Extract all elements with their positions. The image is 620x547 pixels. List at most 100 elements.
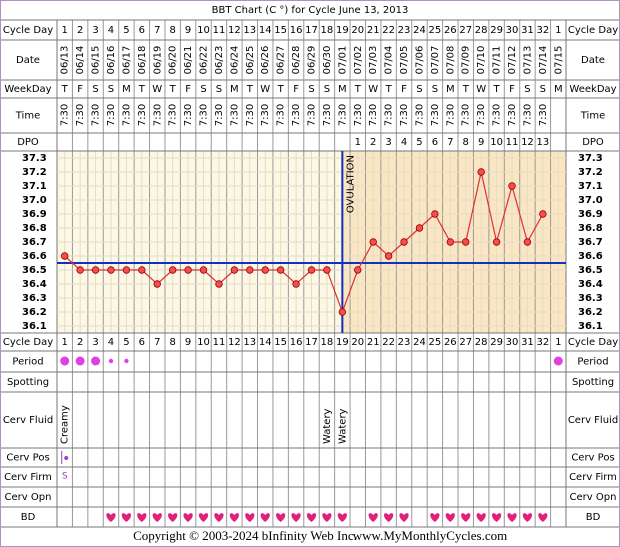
cycle-day: 26 xyxy=(444,337,457,348)
bd-heart xyxy=(430,513,440,522)
period-dot xyxy=(60,356,70,366)
cycle-day: 32 xyxy=(536,337,549,348)
cycle-day: 15 xyxy=(274,337,287,348)
date: 06/27 xyxy=(276,46,287,75)
weekday: S xyxy=(540,84,546,95)
bd-heart xyxy=(106,513,116,522)
dpo: 7 xyxy=(447,137,453,148)
time: 7:30 xyxy=(384,104,395,126)
date: 07/07 xyxy=(430,46,441,75)
cerv-firm: S xyxy=(62,472,68,482)
bd-heart xyxy=(461,513,471,522)
weekday: S xyxy=(216,84,222,95)
row-label: Cerv Opn xyxy=(5,492,52,503)
cycle-day: 2 xyxy=(77,337,83,348)
bd-heart xyxy=(137,513,147,522)
temp-point xyxy=(431,210,439,218)
cycle-day: 29 xyxy=(490,337,503,348)
date: 06/24 xyxy=(229,46,240,75)
bd-heart xyxy=(198,513,209,522)
weekday: T xyxy=(138,84,146,95)
y-tick-label: 36.4 xyxy=(22,279,47,290)
row-label: Period xyxy=(12,357,43,368)
cycle-day: 12 xyxy=(228,337,241,348)
y-tick-label: 36.8 xyxy=(22,223,47,234)
dpo: 12 xyxy=(521,137,534,148)
time: 7:30 xyxy=(430,104,441,126)
temp-point xyxy=(199,266,208,274)
y-tick-label: 36.3 xyxy=(22,293,47,304)
cycle-day: 26 xyxy=(444,25,457,36)
temp-point xyxy=(276,266,285,274)
weekday: M xyxy=(122,84,131,95)
cycle-day: 22 xyxy=(382,25,395,36)
row-label: BD xyxy=(21,512,36,523)
cycle-day: 6 xyxy=(139,337,145,348)
dpo: 10 xyxy=(490,137,503,148)
time: 7:30 xyxy=(399,104,410,126)
cycle-day: 3 xyxy=(92,25,98,36)
bd-heart xyxy=(121,513,132,522)
y-tick-label: 36.7 xyxy=(578,237,603,248)
date: 06/26 xyxy=(260,46,271,75)
temp-point xyxy=(338,308,347,316)
temp-point xyxy=(508,182,516,190)
weekday: W xyxy=(476,84,486,95)
date: 07/09 xyxy=(461,46,472,75)
time: 7:30 xyxy=(137,104,148,126)
row-label: Cerv Firm xyxy=(569,472,617,483)
weekday: M xyxy=(554,84,563,95)
cycle-day: 23 xyxy=(398,337,411,348)
time: 7:30 xyxy=(414,104,425,126)
date: 07/15 xyxy=(553,46,564,75)
weekday: F xyxy=(77,84,83,95)
cycle-day: 31 xyxy=(521,25,534,36)
date: 07/08 xyxy=(445,46,456,75)
date: 06/13 xyxy=(60,46,71,75)
cycle-day: 10 xyxy=(197,337,210,348)
time: 7:30 xyxy=(106,104,117,126)
cycle-day: 14 xyxy=(259,337,272,348)
time: 7:30 xyxy=(245,104,256,126)
y-tick-label: 37.2 xyxy=(578,167,603,178)
cycle-day: 11 xyxy=(213,337,226,348)
time: 7:30 xyxy=(260,104,271,126)
row-label: Cycle Day xyxy=(3,25,53,36)
cycle-day: 22 xyxy=(382,337,395,348)
time: 7:30 xyxy=(121,104,132,126)
time: 7:30 xyxy=(75,104,86,126)
time: 7:30 xyxy=(538,104,549,126)
chart-title: BBT Chart (C °) for Cycle June 13, 2013 xyxy=(212,5,409,16)
date: 06/20 xyxy=(168,46,179,75)
row-label: Cycle Day xyxy=(568,337,618,348)
bd-heart xyxy=(260,513,270,522)
weekday: S xyxy=(416,84,422,95)
cycle-day: 19 xyxy=(336,337,349,348)
date: 07/06 xyxy=(414,46,425,75)
row-label: DPO xyxy=(17,137,39,148)
temp-point xyxy=(523,238,532,246)
cycle-day: 13 xyxy=(243,25,256,36)
cycle-day: 24 xyxy=(413,25,426,36)
bd-heart xyxy=(538,513,548,522)
date: 07/05 xyxy=(399,46,410,75)
cycle-day: 23 xyxy=(398,25,411,36)
temp-point xyxy=(292,280,300,288)
row-label: DPO xyxy=(582,137,604,148)
time: 7:30 xyxy=(476,104,487,126)
dpo: 8 xyxy=(463,137,469,148)
weekday: T xyxy=(61,84,69,95)
cycle-day: 21 xyxy=(367,25,380,36)
cycle-day: 1 xyxy=(555,25,561,36)
date: 07/11 xyxy=(492,46,503,75)
temp-point xyxy=(369,238,377,246)
weekday: S xyxy=(324,84,330,95)
y-tick-label: 36.5 xyxy=(578,265,603,276)
cycle-day: 28 xyxy=(475,337,488,348)
time: 7:30 xyxy=(368,104,379,126)
temp-point xyxy=(446,238,455,246)
bd-heart xyxy=(507,513,517,522)
period-dot xyxy=(553,356,563,366)
cycle-day: 8 xyxy=(169,25,175,36)
cycle-day: 1 xyxy=(62,25,68,36)
